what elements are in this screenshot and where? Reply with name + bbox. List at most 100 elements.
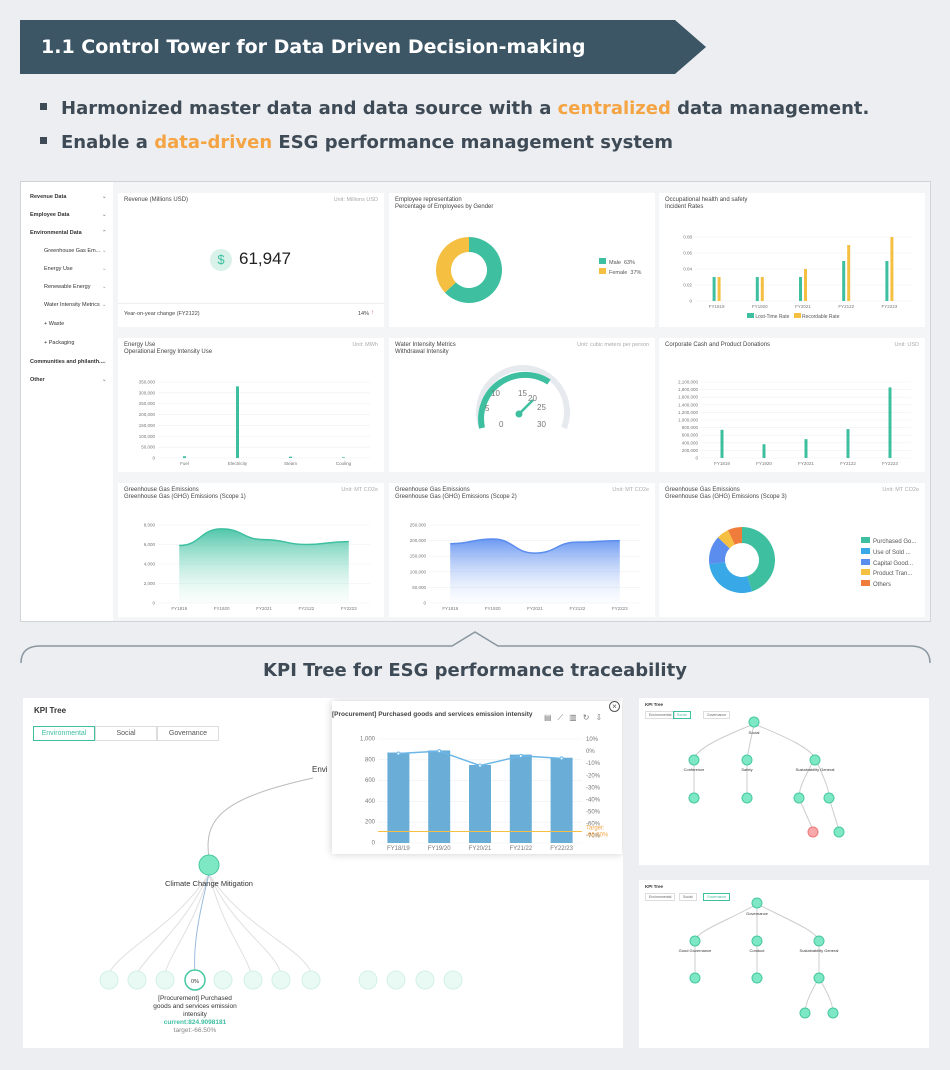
y-tick-label: 150,000 [139,423,156,428]
x-tick-label: FY1819 [171,606,187,611]
y-tick-label: 250,000 [410,523,427,528]
chevron-down-icon: ⌄ [102,266,107,272]
tab-governance[interactable]: Governance [703,893,731,901]
tab-environmental[interactable]: Environmental [645,711,676,719]
sidebar-item-other[interactable]: Other ⌄ [30,377,107,383]
trend-point [559,756,564,761]
scope2-chart: 0 50,000 100,000 150,000 200,000 250,000 FY181… [410,523,641,611]
y-tick-label: 0 [689,299,692,304]
bullet-text: ESG performance management system [272,132,673,153]
bar [842,261,846,301]
popup-toolbar[interactable]: ▤⟋▥↻⇩ [544,713,608,723]
revenue-value: 61,947 [239,249,291,268]
card-unit: Unit: MT CO2e [612,487,649,493]
ohs-legend: Lost-Time Rate Recordable Rate [747,313,839,320]
x-tick-label: FY2122 [299,606,315,611]
y-tick-label: 1,000,000 [678,418,699,423]
donut-slice [709,537,730,565]
bar [509,754,532,843]
x-tick-label: FY1819 [442,606,458,611]
y2-tick-label: -40% [586,797,601,803]
x-tick-label: FY2122 [570,606,586,611]
x-tick-label: FY2021 [527,606,543,611]
x-tick-label: FY1920 [485,606,501,611]
sidebar-item-waste[interactable]: + Waste [44,321,65,327]
sidebar-item-environmental[interactable]: Environmental Data ⌃ [30,230,107,236]
target-label: Target: [586,825,605,831]
svg-text:Conduct: Conduct [750,948,766,953]
water-card: Water Intensity Metrics Withdrawal Intens… [389,338,655,472]
y-tick-label: 200 [365,820,376,826]
sidebar-item-renewable[interactable]: Renewable Energy ⌄ [44,284,107,290]
gauge-tick: 20 [528,394,537,403]
y-tick-label: 0.08 [683,235,692,240]
x-tick-label: FY2021 [798,461,814,466]
gauge-tick: 15 [518,389,527,398]
bar [469,765,491,843]
x-tick-label: FY20/21 [469,846,492,852]
bar [236,386,239,458]
svg-text:Governance: Governance [746,911,769,916]
x-tick-label: FY2223 [612,606,628,611]
y-tick-label: 200,000 [139,412,156,417]
card-unit: Unit: USD [894,342,919,348]
leaf-node-info[interactable]: [Procurement] Purchased goods and servic… [153,995,237,1034]
trend-point [396,751,401,756]
y-tick-label: 1,800,000 [678,387,699,392]
tab-social[interactable]: Social [673,711,691,719]
x-tick-label: Fuel [180,461,189,466]
bar [342,457,345,458]
y-tick-label: 800,000 [682,425,699,430]
y-tick-label: 1,600,000 [678,395,699,400]
bullet-square-icon [40,136,47,144]
x-tick-label: FY1819 [714,461,730,466]
tab-environmental[interactable]: Environmental [33,726,95,741]
section-banner: 1.1 Control Tower for Data Driven Decisi… [20,20,706,74]
y-tick-label: 100,000 [139,434,156,439]
gauge-tick: 10 [491,389,500,398]
y-tick-label: 2,100,000 [678,380,699,385]
card-title: Employee representation Percentage of Emp… [395,197,494,210]
bullet-square-icon [40,102,47,110]
x-tick-label: FY2122 [840,461,856,466]
sidebar-item-revenue[interactable]: Revenue Data ⌄ [30,194,107,200]
popup-title: [Procurement] Purchased goods and servic… [332,711,533,718]
svg-text:Good Governance: Good Governance [679,948,712,953]
close-icon[interactable]: × [609,701,620,712]
tab-environmental[interactable]: Environmental [645,893,676,901]
tab-social[interactable]: Social [679,893,697,901]
sidebar-item-energy[interactable]: Energy Use ⌄ [44,266,107,272]
svg-text:Conference: Conference [684,767,705,772]
node-label[interactable]: Climate Change Mitigation [165,879,253,888]
dashboard-sidebar: Revenue Data ⌄ Employee Data ⌄ Environment… [21,182,113,621]
card-title: Occupational health and safety Incident R… [665,197,748,210]
kpi-chart-popup: [Procurement] Purchased goods and servic… [332,701,622,854]
dashboard-screenshot: Revenue Data ⌄ Employee Data ⌄ Environment… [20,181,931,622]
legend-item: Purchased Go... [861,537,916,548]
legend-item: Product Tran... [861,569,916,580]
bar [762,444,766,458]
sidebar-item-employee[interactable]: Employee Data ⌄ [30,212,107,218]
sidebar-item-packaging[interactable]: + Packaging [44,340,75,346]
y-tick-label: 1,000 [360,737,376,743]
tab-social[interactable]: Social [95,726,157,741]
dollar-icon: $ [210,249,232,271]
card-title: Greenhouse Gas Emissions Greenhouse Gas (… [124,487,246,500]
sidebar-item-water[interactable]: Water Intensity Metrics ⌄ [44,302,107,308]
arrow-up-icon: ↑ [371,310,374,316]
y-tick-label: 600 [365,778,376,784]
tab-governance[interactable]: Governance [703,711,731,719]
sidebar-item-communities[interactable]: Communities and philanth... ⌄ [30,359,107,365]
svg-text:Sustainability General: Sustainability General [796,767,835,772]
y-tick-label: 400 [365,799,376,805]
scope3-donut [709,527,775,593]
water-gauge: 0 5 10 15 20 25 30 [476,365,570,430]
card-title: Greenhouse Gas Emissions Greenhouse Gas (… [665,487,787,500]
popup-chart: 0 200 400 600 800 1,000 FY18/19 FY19/20 FY20/21 F… [360,737,609,853]
y-tick-label: 250,000 [139,401,156,406]
sidebar-item-ghg[interactable]: Greenhouse Gas Em... ⌄ [44,248,107,254]
trend-point [518,753,523,758]
area-fill [450,539,620,603]
tab-governance[interactable]: Governance [157,726,219,741]
bullet-text: Enable a [61,132,155,153]
